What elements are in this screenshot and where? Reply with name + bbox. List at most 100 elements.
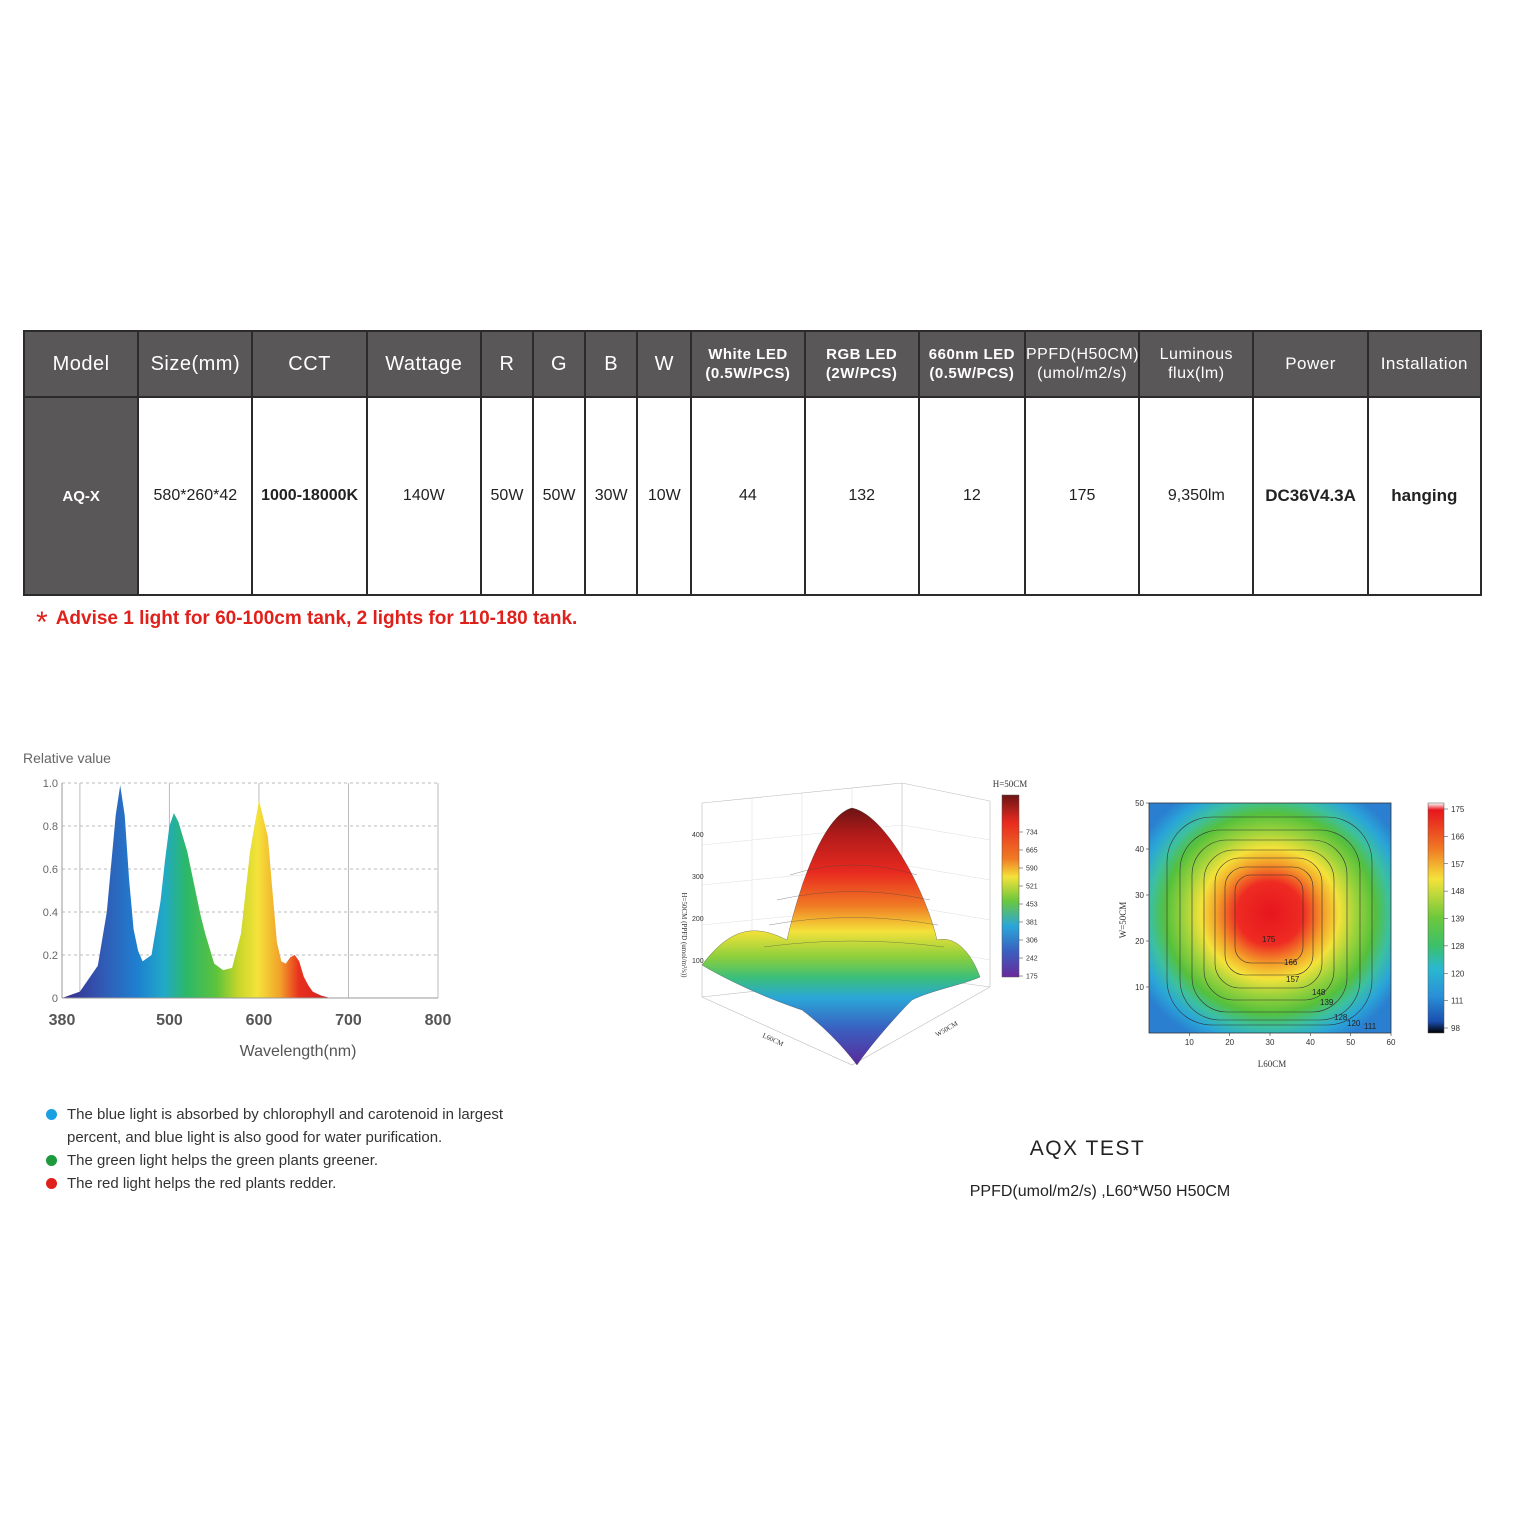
colorbar-label: 453 — [1026, 902, 1038, 909]
cell-installation: hanging — [1366, 396, 1483, 596]
colorbar-label: 175 — [1026, 974, 1038, 981]
cell-660nm-led: 12 — [917, 396, 1026, 596]
header-rgb-led-line2: (2W/PCS) — [825, 365, 898, 382]
test-title: AQX TEST — [1029, 1137, 1146, 1160]
header-660nm-led-line1: 660nm LED — [928, 346, 1015, 363]
header-power: Power — [1252, 330, 1369, 398]
header-wattage: Wattage — [365, 330, 482, 398]
green-dot-icon — [46, 1155, 57, 1166]
header-cct: CCT — [251, 330, 368, 398]
heatmap-colorbar — [1427, 802, 1445, 1034]
cell-power: DC36V4.3A — [1252, 396, 1369, 596]
header-w: W — [636, 330, 693, 398]
colorbar-label: 120 — [1451, 969, 1465, 978]
y-tick-label: 0.6 — [43, 864, 58, 876]
surface-z-ticks: 400 300 200 100 — [692, 832, 704, 965]
light-benefits-list: The blue light is absorbed by chlorophyl… — [46, 1103, 606, 1195]
surface-z-axis-label: H=50CM (PPFD (umol/m²/s)) — [680, 892, 688, 978]
table-row: AQ-X 580*260*42 1000-18000K 140W 50W 50W… — [22, 396, 1483, 596]
green-light-text: The green light helps the green plants g… — [67, 1152, 379, 1169]
header-660nm-led-line2: (0.5W/PCS) — [929, 365, 1015, 382]
colorbar-label: 734 — [1026, 830, 1038, 837]
colorbar-label: 139 — [1451, 915, 1465, 924]
cell-rgb-led: 132 — [803, 396, 920, 596]
colorbar-label: 157 — [1451, 860, 1465, 869]
cell-cct: 1000-18000K — [251, 396, 368, 596]
test-subtitle: PPFD(umol/m2/s) ,L60*W50 H50CM — [969, 1183, 1231, 1200]
svg-text:200: 200 — [692, 916, 704, 923]
heatmap-y-axis-label: W=50CM — [1118, 902, 1128, 939]
x-tick-label: 500 — [156, 1012, 183, 1029]
header-g: G — [532, 330, 587, 398]
header-ppfd-line2: (umol/m2/s) — [1037, 365, 1128, 382]
colorbar-label: 98 — [1451, 1024, 1460, 1033]
heatmap-area — [1148, 802, 1392, 1034]
y-tick-label: 0.4 — [43, 907, 58, 919]
ppfd-surface — [701, 807, 981, 1066]
ppfd-3d-surface-chart: 400 300 200 100 H=50CM (PPFD (umol/m²/s)) L… — [680, 779, 1038, 1066]
y-tick-label: 10 — [1135, 983, 1144, 992]
surface-colorbar — [1001, 794, 1020, 978]
x-tick-label: 700 — [335, 1012, 362, 1029]
colorbar-label: 521 — [1026, 884, 1038, 891]
y-tick-label: 1.0 — [43, 778, 58, 790]
header-flux-line1: Luminous — [1159, 346, 1234, 363]
header-b: B — [584, 330, 639, 398]
x-tick-label: 800 — [425, 1012, 452, 1029]
colorbar-label: 665 — [1026, 848, 1038, 855]
x-tick-label: 50 — [1346, 1038, 1355, 1047]
x-tick-label: 20 — [1225, 1038, 1234, 1047]
cell-wattage: 140W — [365, 396, 482, 596]
cell-size: 580*260*42 — [137, 396, 254, 596]
header-ppfd-line1: PPFD(H50CM) — [1025, 346, 1140, 363]
cell-luminous-flux: 9,350lm — [1138, 396, 1255, 596]
y-tick-label: 0 — [52, 993, 58, 1005]
header-model: Model — [22, 330, 140, 398]
y-tick-label: 50 — [1135, 799, 1144, 808]
tank-advice-note: * Advise 1 light for 60-100cm tank, 2 lig… — [36, 606, 577, 640]
contour-label: 166 — [1284, 958, 1298, 967]
y-tick-label: 20 — [1135, 937, 1144, 946]
header-white-led: White LED (0.5W/PCS) — [690, 330, 806, 398]
y-tick-label: 30 — [1135, 891, 1144, 900]
cell-g: 50W — [532, 396, 587, 596]
header-ppfd: PPFD(H50CM) (umol/m2/s) — [1023, 330, 1141, 398]
asterisk-icon: * — [36, 606, 48, 639]
cell-r: 50W — [479, 396, 535, 596]
header-rgb-led: RGB LED (2W/PCS) — [803, 330, 920, 398]
spec-table: Model Size(mm) CCT Wattage R G B W White… — [22, 330, 1483, 596]
cell-model: AQ-X — [22, 396, 140, 596]
contour-label: 120 — [1347, 1019, 1361, 1028]
colorbar-label: 148 — [1451, 887, 1465, 896]
contour-label: 148 — [1312, 988, 1326, 997]
x-tick-label: 380 — [49, 1012, 76, 1029]
heatmap-contour-lines — [1166, 816, 1373, 1026]
header-660nm-led: 660nm LED (0.5W/PCS) — [917, 330, 1026, 398]
colorbar-label: 306 — [1026, 938, 1038, 945]
blue-light-text-line1: The blue light is absorbed by chlorophyl… — [67, 1106, 504, 1123]
x-tick-label: 10 — [1185, 1038, 1194, 1047]
y-tick-label: 0.8 — [43, 821, 58, 833]
header-white-led-line2: (0.5W/PCS) — [705, 365, 791, 382]
header-flux-line2: flux(lm) — [1168, 365, 1225, 382]
colorbar-label: 128 — [1451, 942, 1465, 951]
x-tick-label: 40 — [1306, 1038, 1315, 1047]
blue-light-text-line2: percent, and blue light is also good for… — [67, 1129, 443, 1146]
y-tick-label: 40 — [1135, 845, 1144, 854]
list-item: The red light helps the red plants redde… — [46, 1172, 606, 1195]
svg-text:300: 300 — [692, 874, 704, 881]
cell-w: 10W — [636, 396, 693, 596]
surface-colorbar-title: H=50CM — [993, 779, 1028, 789]
colorbar-label: 590 — [1026, 866, 1038, 873]
header-white-led-line1: White LED — [708, 346, 788, 363]
surface-contour-lines — [763, 864, 945, 948]
colorbar-label: 381 — [1026, 920, 1038, 927]
cell-white-led: 44 — [690, 396, 806, 596]
contour-label: 139 — [1320, 998, 1334, 1007]
red-dot-icon — [46, 1178, 57, 1189]
header-luminous-flux: Luminous flux(lm) — [1138, 330, 1255, 398]
header-rgb-led-line1: RGB LED — [826, 346, 898, 363]
contour-label: 157 — [1286, 975, 1300, 984]
x-tick-label: 60 — [1387, 1038, 1396, 1047]
